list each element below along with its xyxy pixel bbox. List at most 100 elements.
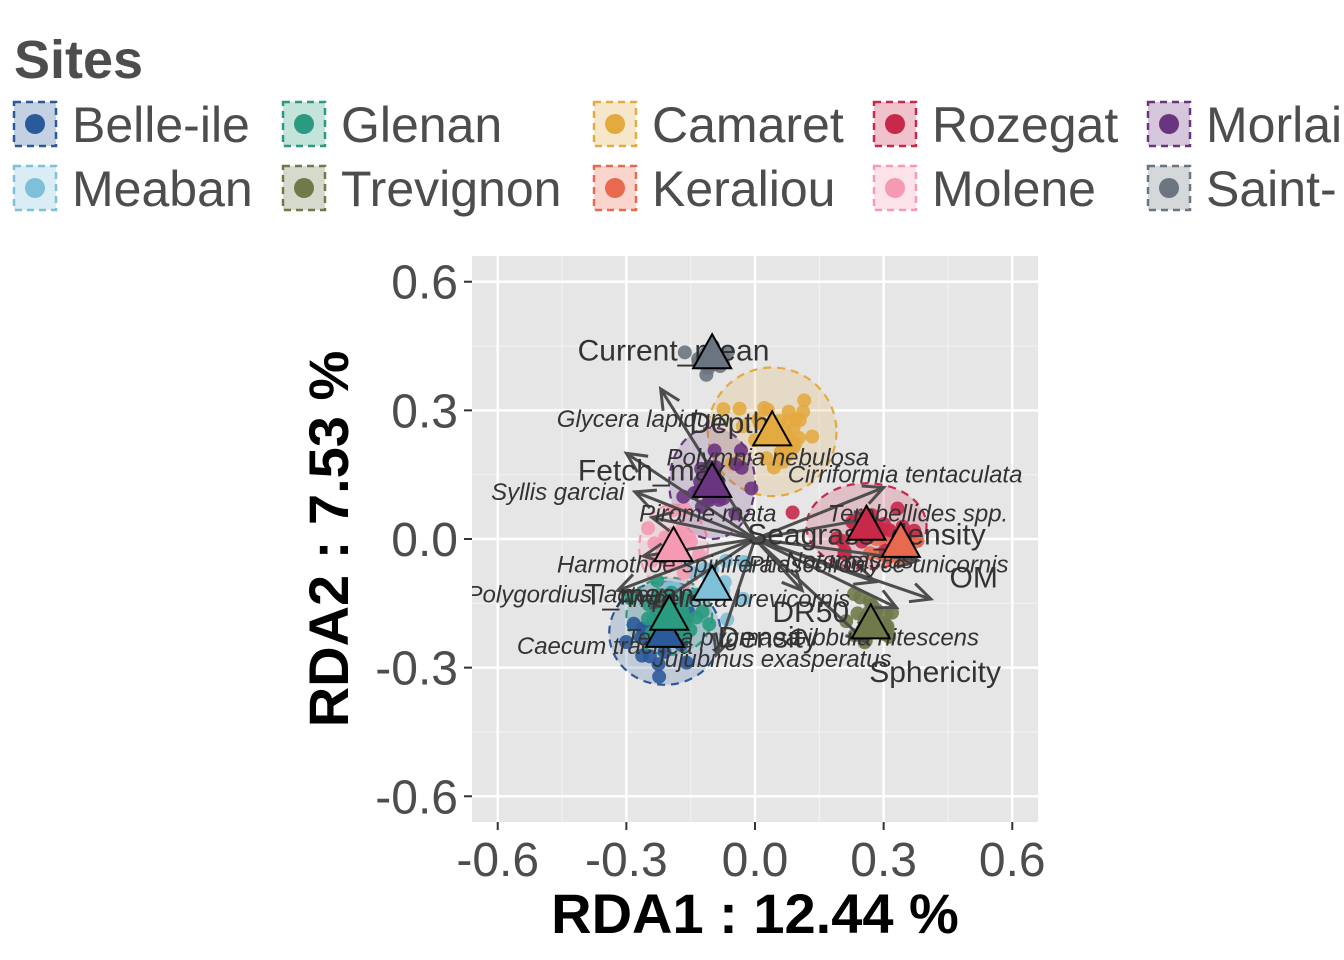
site-point	[829, 531, 844, 546]
y-axis: -0.6 -0.3 0.0 0.3 0.6	[375, 257, 472, 824]
legend-item: Camaret	[592, 97, 844, 153]
site-point	[707, 443, 722, 458]
arrow-head	[781, 568, 805, 593]
site-point	[766, 460, 781, 475]
legend-item: Glenan	[281, 97, 502, 153]
arrow-head	[658, 386, 681, 411]
site-point	[879, 606, 894, 621]
legend-dot	[1159, 178, 1179, 198]
site-point	[890, 501, 905, 516]
loading-arrow	[634, 490, 756, 541]
site-point	[619, 635, 634, 650]
x-axis-title: RDA1 : 12.44 %	[551, 882, 959, 945]
legend-item: Belle-ile	[12, 97, 250, 153]
site-point	[702, 617, 717, 632]
site-point	[792, 413, 807, 428]
site-point	[678, 591, 693, 606]
y-axis-title: RDA2 : 7.53 %	[297, 351, 360, 728]
site-point	[679, 655, 694, 670]
site-centroid	[850, 602, 892, 640]
legend-label: Rozegat	[932, 97, 1118, 153]
site-point	[876, 516, 891, 531]
site-point	[657, 644, 672, 659]
legend-label: Molene	[932, 161, 1096, 217]
site-centroid	[648, 593, 690, 631]
species-label: Polygordius lacteus	[467, 582, 675, 609]
site-point	[677, 627, 692, 642]
legend-label: Meaban	[72, 161, 253, 217]
arrow-head	[853, 565, 879, 586]
site-point	[651, 657, 666, 672]
y-tick-label: 0.0	[391, 514, 458, 567]
arrow-head	[631, 488, 657, 510]
site-point	[734, 443, 749, 458]
loading-arrow	[754, 537, 876, 584]
loading-arrow	[617, 537, 756, 592]
legend-item: Keraliou	[592, 161, 835, 217]
arrow-head	[712, 632, 733, 659]
legend-dot	[885, 178, 905, 198]
site-point	[681, 529, 696, 544]
loading-arrow	[625, 451, 756, 541]
variable-label: Depth	[689, 407, 769, 440]
loading-arrow	[753, 537, 804, 592]
site-point	[805, 429, 820, 444]
species-label: Pirome rnata	[639, 500, 776, 527]
legend-dot	[294, 178, 314, 198]
site-point	[797, 393, 812, 408]
variable-label: Sphericity	[869, 656, 1001, 689]
site-point	[759, 451, 774, 466]
site-centroid	[691, 460, 733, 498]
legend-dot	[605, 178, 625, 198]
arrow-head	[874, 589, 900, 610]
loading-arrow	[754, 537, 898, 609]
variable-label: DR50	[772, 596, 849, 629]
site-point	[694, 499, 709, 514]
site-point	[640, 611, 655, 626]
legend-dot	[1159, 114, 1179, 134]
loading-arrow	[651, 516, 756, 541]
loading-arrow	[714, 538, 757, 656]
site-point	[728, 457, 743, 472]
y-tick-label: 0.3	[391, 385, 458, 438]
site-centroid	[751, 409, 793, 447]
legend-label: Morlai	[1206, 97, 1342, 153]
legend-title: Sites	[14, 30, 143, 90]
legend-item: Molene	[872, 161, 1096, 217]
site-point	[736, 591, 751, 606]
site-point	[635, 648, 650, 663]
loading-arrow	[754, 486, 885, 541]
legend-label: Camaret	[652, 97, 844, 153]
x-tick-label: -0.3	[585, 834, 668, 887]
site-point	[781, 414, 796, 429]
x-tick-label: 0.0	[722, 834, 789, 887]
arrow-head	[908, 582, 935, 604]
site-point	[623, 591, 638, 606]
x-tick-label: 0.3	[850, 834, 917, 887]
legend-dot	[25, 114, 45, 134]
legend-item: Rozegat	[872, 97, 1118, 153]
legend-key	[12, 100, 58, 148]
legend-item: Saint-	[1146, 161, 1337, 217]
plot-panel: Current_meanDepthFetch_maxSeagrass_densi…	[467, 256, 1038, 822]
legend-dot	[885, 114, 905, 134]
site-point	[652, 669, 667, 684]
legend-dot	[25, 178, 45, 198]
site-point	[677, 345, 692, 360]
legend-label: Glenan	[341, 97, 502, 153]
site-point	[744, 481, 759, 496]
site-centroid	[691, 332, 733, 370]
site-centroids	[644, 332, 922, 648]
variable-label: Current_mean	[578, 334, 770, 367]
site-centroid	[691, 563, 733, 601]
legend-item: Morlai	[1146, 97, 1342, 153]
arrow-head	[861, 484, 887, 505]
y-tick-label: 0.6	[391, 257, 458, 310]
species-label: Polymnia nebulosa	[666, 445, 869, 472]
site-centroid	[845, 503, 888, 541]
legend-label: Belle-ile	[72, 97, 250, 153]
species-label: Glycera lapidum	[557, 406, 730, 433]
site-point	[781, 404, 796, 419]
legend: Sites Belle-ile Glenan Camaret Rozegat Morla…	[12, 30, 1342, 217]
